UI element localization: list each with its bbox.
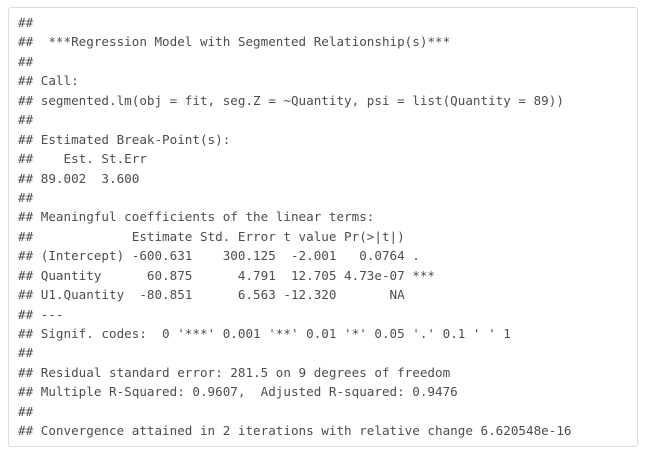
separator-line: ## ---	[18, 306, 64, 322]
output-line: ##	[18, 15, 34, 30]
breakpoint-values-line: ## 89.002 3.600	[18, 170, 140, 186]
output-line: ##	[18, 112, 34, 128]
signif-codes-line: ## Signif. codes: 0 '***' 0.001 '**' 0.0…	[18, 326, 511, 341]
call-heading-line: ## Call:	[18, 73, 79, 89]
coefficient-row: ## Quantity 60.875 4.791 12.705 4.73e-07…	[18, 267, 436, 283]
coefficient-row: ## (Intercept) -600.631 300.125 -2.001 0…	[18, 248, 420, 264]
output-line: ##	[18, 53, 34, 69]
convergence-line: ## Convergence attained in 2 iterations …	[18, 423, 572, 439]
breakpoint-header-line: ## Est. St.Err	[18, 151, 147, 167]
coefficient-row: ## U1.Quantity -80.851 6.563 -12.320 NA	[18, 287, 405, 303]
output-line: ##	[18, 345, 34, 361]
coefficients-header-line: ## Estimate Std. Error t value Pr(>|t|)	[18, 228, 405, 244]
call-expression-line: ## segmented.lm(obj = fit, seg.Z = ~Quan…	[18, 92, 564, 108]
output-line: ##	[18, 189, 34, 205]
model-title-line: ## ***Regression Model with Segmented Re…	[18, 34, 451, 50]
r-squared-line: ## Multiple R-Squared: 0.9607, Adjusted …	[18, 384, 458, 400]
coefficients-heading-line: ## Meaningful coefficients of the linear…	[18, 209, 375, 225]
output-line: ##	[18, 403, 34, 419]
breakpoint-heading-line: ## Estimated Break-Point(s):	[18, 131, 231, 147]
residual-error-line: ## Residual standard error: 281.5 on 9 d…	[18, 364, 451, 380]
r-console-output: ## ## ***Regression Model with Segmented…	[8, 7, 638, 447]
